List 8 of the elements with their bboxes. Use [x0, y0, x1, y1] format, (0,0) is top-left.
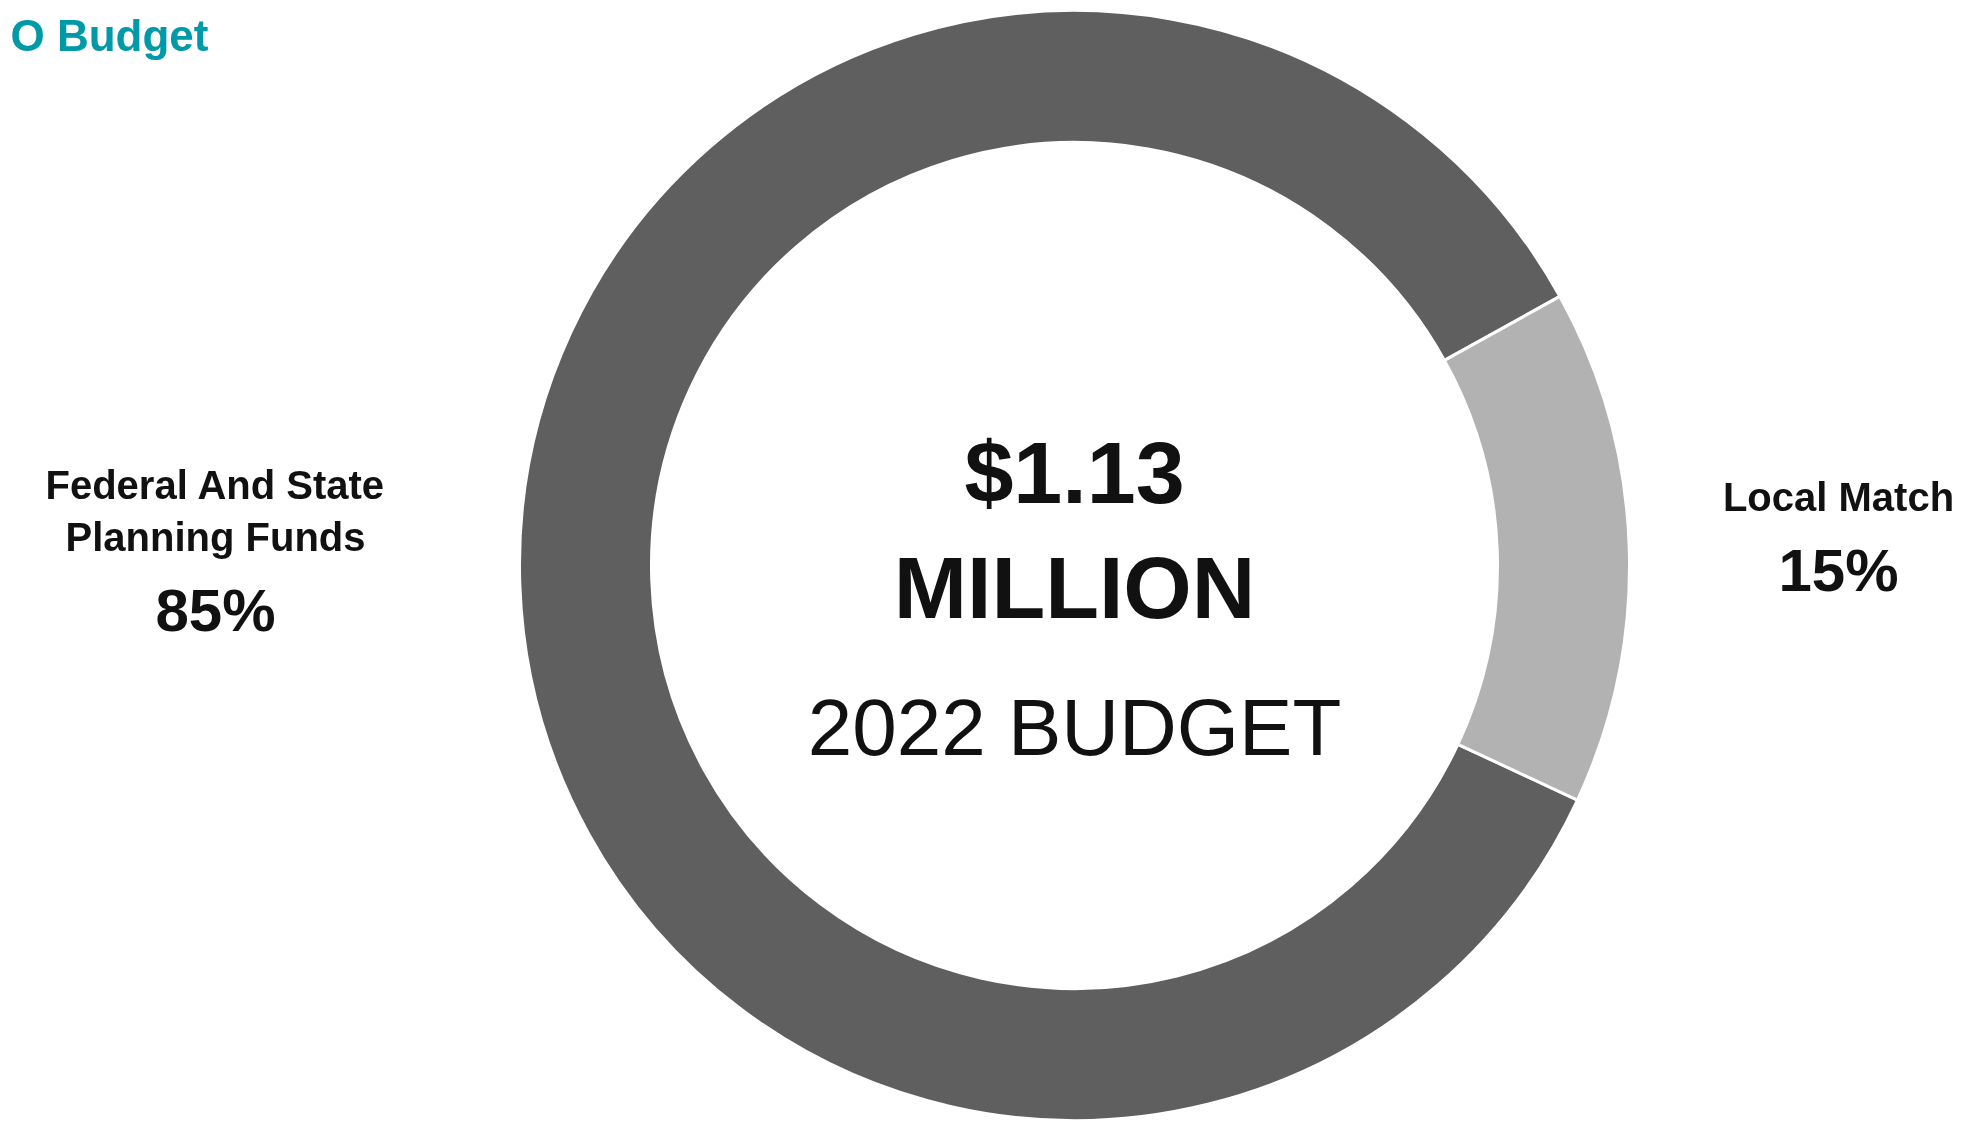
slice-label: Local Match	[1722, 474, 1955, 519]
slice-label: Federal And State Planning Funds	[45, 462, 385, 560]
data-label: 85%	[155, 576, 276, 644]
data-label: 15%	[1778, 536, 1899, 604]
text: $1.13	[964, 423, 1185, 522]
text: MILLION	[893, 538, 1256, 637]
chart-title: O Budget	[10, 10, 209, 60]
text: 2022 BUDGET	[807, 683, 1342, 772]
